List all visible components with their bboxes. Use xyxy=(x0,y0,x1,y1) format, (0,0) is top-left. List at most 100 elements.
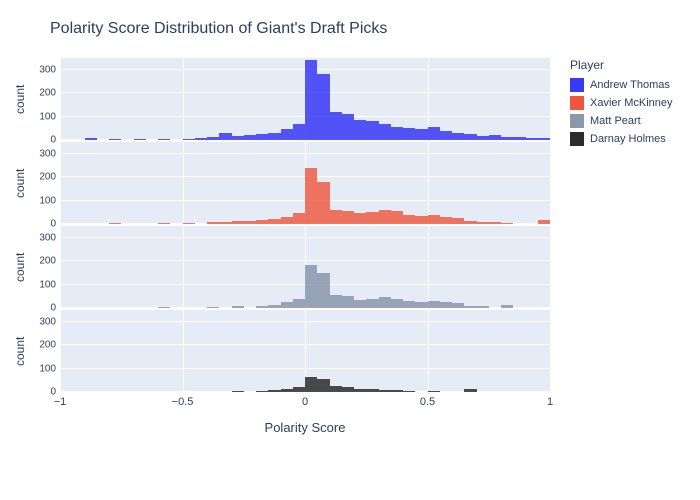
histogram-bar xyxy=(158,223,170,224)
histogram-bar xyxy=(305,60,317,140)
histogram-bar xyxy=(391,127,403,140)
y-tick: 200 xyxy=(39,172,56,183)
histogram-bar xyxy=(428,391,440,392)
histogram-bar xyxy=(354,300,366,308)
y-tick: 200 xyxy=(39,88,56,99)
legend-item[interactable]: Matt Peart xyxy=(570,114,680,128)
x-tick: −0.5 xyxy=(172,396,194,408)
histogram-bar xyxy=(330,386,342,392)
legend-label: Andrew Thomas xyxy=(590,79,670,91)
histogram-bar xyxy=(281,302,293,308)
plot-area xyxy=(60,226,550,308)
histogram-bar xyxy=(305,265,317,308)
histogram-bar xyxy=(219,133,231,140)
histogram-bar xyxy=(305,377,317,392)
y-tick: 200 xyxy=(39,340,56,351)
histogram-bar xyxy=(366,121,378,140)
histogram-bar xyxy=(109,139,121,140)
histogram-bar xyxy=(501,137,513,141)
histogram-bar xyxy=(403,391,415,392)
panels: count0100200300count0100200300count01002… xyxy=(10,58,550,435)
histogram-bar xyxy=(366,299,378,308)
histogram-bar xyxy=(183,223,195,224)
histogram-bar xyxy=(538,220,550,224)
x-tick: 0.5 xyxy=(420,396,435,408)
histogram-bar xyxy=(256,134,268,140)
plot-area xyxy=(60,58,550,140)
histogram-bar xyxy=(219,222,231,224)
chart-title: Polarity Score Distribution of Giant's D… xyxy=(50,20,680,38)
histogram-bar xyxy=(489,222,501,224)
legend-swatch xyxy=(570,132,584,146)
histogram-bar xyxy=(158,307,170,308)
histogram-bar xyxy=(342,211,354,224)
histogram-bar xyxy=(85,138,97,140)
histogram-bar xyxy=(207,137,219,141)
histogram-bar xyxy=(464,221,476,225)
x-axis-label: Polarity Score xyxy=(60,420,550,435)
histogram-bar xyxy=(134,139,146,140)
histogram-bar xyxy=(526,138,538,140)
histogram-bar xyxy=(330,295,342,308)
legend-label: Darnay Holmes xyxy=(590,133,666,145)
histogram-bar xyxy=(244,135,256,140)
histogram-bar xyxy=(232,391,244,392)
x-tick: 0 xyxy=(302,396,308,408)
chart-container: Polarity Score Distribution of Giant's D… xyxy=(0,0,700,500)
histogram-bar xyxy=(403,128,415,140)
histogram-bar xyxy=(391,211,403,224)
legend-item[interactable]: Andrew Thomas xyxy=(570,78,680,92)
histogram-bar xyxy=(256,220,268,224)
histogram-bar xyxy=(256,391,268,392)
histogram-bar xyxy=(403,301,415,308)
histogram-bar xyxy=(501,223,513,224)
histogram-bar xyxy=(538,138,550,140)
legend-label: Xavier McKinney xyxy=(590,97,673,109)
histogram-bar xyxy=(464,389,476,392)
panel-1: count0100200300 xyxy=(10,142,550,224)
histogram-bar xyxy=(440,217,452,224)
histogram-bar xyxy=(330,210,342,224)
histogram-bar xyxy=(452,218,464,224)
histogram-bar xyxy=(244,221,256,225)
y-tick: 100 xyxy=(39,363,56,374)
histogram-bar xyxy=(293,213,305,224)
y-tick: 100 xyxy=(39,111,56,122)
histogram-bar xyxy=(317,273,329,308)
histogram-bar xyxy=(354,120,366,140)
histogram-bar xyxy=(342,296,354,308)
x-tick: −1 xyxy=(54,396,67,408)
y-tick: 100 xyxy=(39,279,56,290)
y-axis-label: count xyxy=(10,226,30,308)
y-tick: 300 xyxy=(39,64,56,75)
legend-label: Matt Peart xyxy=(590,115,641,127)
legend-item[interactable]: Darnay Holmes xyxy=(570,132,680,146)
histogram-bar xyxy=(464,306,476,308)
histogram-bar xyxy=(293,387,305,392)
histogram-bar xyxy=(513,137,525,140)
histogram-bar xyxy=(195,138,207,140)
legend-swatch xyxy=(570,78,584,92)
histogram-bar xyxy=(452,303,464,308)
histogram-bar xyxy=(354,213,366,224)
histogram-bar xyxy=(342,387,354,392)
x-ticks: −1−0.500.51 xyxy=(60,396,550,412)
legend-title: Player xyxy=(570,58,680,72)
histogram-bar xyxy=(268,219,280,224)
histogram-bar xyxy=(379,124,391,140)
histogram-bar xyxy=(207,307,219,308)
x-tick: 1 xyxy=(547,396,553,408)
histogram-bar xyxy=(342,114,354,140)
histogram-bar xyxy=(281,129,293,140)
histogram-bar xyxy=(256,306,268,308)
y-tick: 200 xyxy=(39,256,56,267)
histogram-bar xyxy=(379,390,391,392)
histogram-bar xyxy=(415,129,427,140)
y-ticks: 0100200300 xyxy=(30,226,60,308)
histogram-bar xyxy=(183,139,195,140)
histogram-bar xyxy=(391,299,403,308)
y-tick: 300 xyxy=(39,316,56,327)
histogram-bar xyxy=(268,133,280,140)
histogram-bar xyxy=(317,74,329,140)
legend-item[interactable]: Xavier McKinney xyxy=(570,96,680,110)
